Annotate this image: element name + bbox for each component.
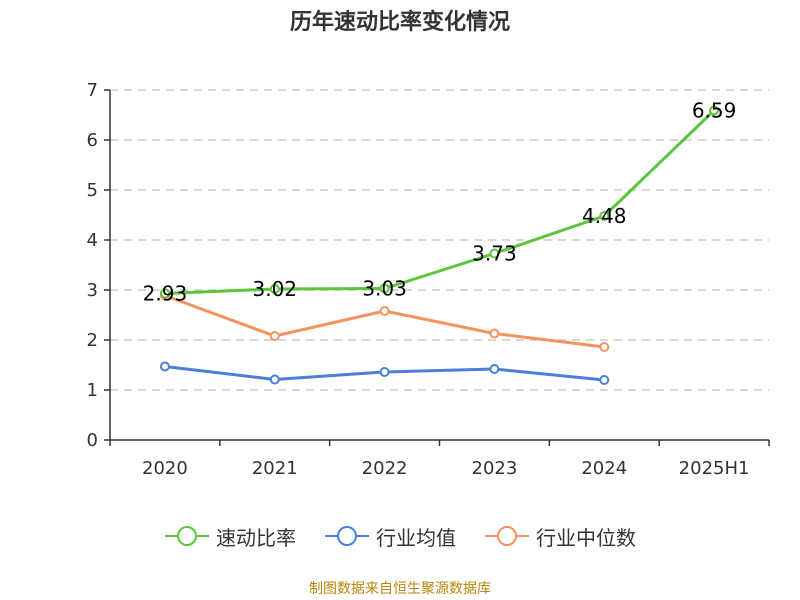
data-point: [269, 374, 280, 385]
series-line: [164, 294, 605, 349]
data-point: [379, 367, 390, 377]
y-tick-label: 3: [87, 280, 98, 301]
y-tick-label: 0: [87, 430, 98, 451]
data-point: [159, 288, 170, 299]
data-point: [599, 342, 610, 352]
y-tick-label: 7: [87, 80, 98, 101]
legend-item[interactable]: 速动比率: [164, 522, 296, 551]
x-tick-label: 2020: [142, 458, 188, 479]
data-point: [599, 375, 610, 385]
data-label: 2.93: [143, 282, 188, 306]
y-tick-label: 4: [87, 230, 98, 251]
x-tick-label: 2023: [472, 458, 518, 479]
data-point: [159, 361, 170, 372]
legend-item[interactable]: 行业均值: [324, 522, 456, 551]
legend-circle: [337, 526, 357, 546]
legend: 速动比率 行业均值 行业中位数: [0, 520, 800, 552]
grid-lines: [110, 89, 769, 391]
data-point: [379, 283, 390, 294]
y-tick-label: 2: [87, 330, 98, 351]
data-label: 4.48: [582, 204, 627, 228]
x-tick-label: 2021: [252, 458, 298, 479]
legend-label: 行业中位数: [536, 525, 636, 550]
legend-circle: [177, 526, 197, 546]
series-lines: [159, 105, 720, 385]
source-note: 制图数据来自恒生聚源数据库: [309, 581, 491, 597]
legend-marker-icon: [485, 526, 529, 546]
data-labels: 2.93 3.02 3.03 3.73 4.48 6.59: [143, 99, 737, 306]
y-tick-label: 1: [87, 380, 98, 401]
legend-item[interactable]: 行业中位数: [484, 522, 636, 551]
data-point: [269, 284, 280, 294]
x-tick-label: 2025H1: [679, 458, 750, 479]
legend-label: 行业均值: [376, 525, 456, 550]
data-label: 6.59: [692, 99, 737, 123]
chart-title: 历年速动比率变化情况: [289, 10, 510, 35]
legend-marker-icon: [165, 526, 209, 546]
data-point: [489, 328, 500, 339]
data-point: [269, 331, 280, 341]
data-point: [489, 364, 500, 374]
data-point: [379, 306, 390, 316]
data-label: 3.73: [472, 242, 517, 266]
data-point: [709, 105, 720, 116]
data-point: [489, 248, 500, 259]
x-tick-label: 2022: [362, 458, 408, 479]
legend-label: 速动比率: [216, 525, 296, 550]
data-point: [599, 211, 610, 221]
x-tick-label: 2024: [581, 458, 627, 479]
y-tick-label: 6: [87, 130, 98, 151]
legend-circle: [497, 526, 517, 546]
legend-marker-icon: [325, 526, 369, 546]
y-tick-label: 5: [87, 180, 98, 201]
axes: 0 1 2 3 4 5 6 7 2020 2021 2022 2023 2024 2025H1: [87, 80, 770, 479]
data-label: 3.03: [362, 277, 407, 301]
series-line: [164, 109, 716, 295]
data-label: 3.02: [252, 277, 297, 301]
